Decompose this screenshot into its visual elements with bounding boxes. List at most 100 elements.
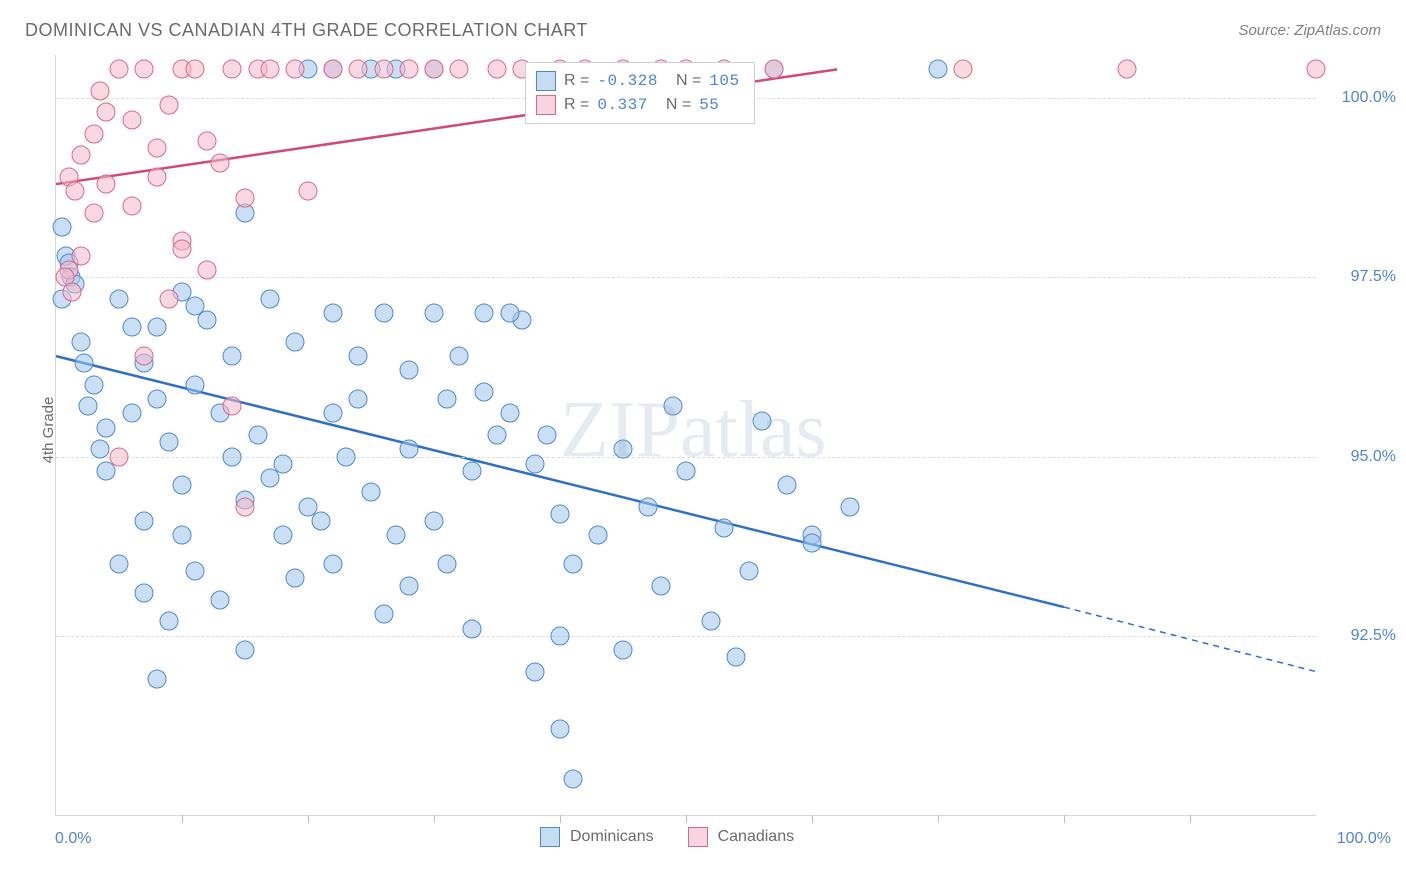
data-point (223, 447, 242, 466)
data-point (551, 504, 570, 523)
data-point (110, 447, 129, 466)
data-point (752, 411, 771, 430)
data-point (74, 354, 93, 373)
legend-swatch-dominicans (536, 71, 556, 91)
data-point (160, 612, 179, 631)
x-tick (686, 815, 687, 823)
data-point (450, 347, 469, 366)
gridline (56, 636, 1316, 637)
data-point (97, 175, 116, 194)
legend-N-value-canadians: 55 (699, 96, 719, 114)
data-point (929, 60, 948, 79)
data-point (198, 311, 217, 330)
data-point (324, 404, 343, 423)
data-point (677, 461, 696, 480)
legend-swatch-canadians (536, 95, 556, 115)
data-point (1307, 60, 1326, 79)
data-point (324, 304, 343, 323)
data-point (425, 304, 444, 323)
data-point (639, 497, 658, 516)
data-point (1118, 60, 1137, 79)
data-point (336, 447, 355, 466)
data-point (147, 318, 166, 337)
data-point (727, 648, 746, 667)
data-point (450, 60, 469, 79)
gridline (56, 277, 1316, 278)
trend-line-extrapolated (1064, 607, 1316, 672)
data-point (349, 60, 368, 79)
chart-title: DOMINICAN VS CANADIAN 4TH GRADE CORRELAT… (25, 20, 588, 41)
data-point (500, 404, 519, 423)
data-point (110, 289, 129, 308)
data-point (236, 497, 255, 516)
data-point (122, 110, 141, 129)
data-point (651, 576, 670, 595)
plot-area (55, 55, 1316, 816)
data-point (173, 476, 192, 495)
data-point (399, 361, 418, 380)
data-point (185, 562, 204, 581)
x-tick (812, 815, 813, 823)
data-point (110, 60, 129, 79)
trend-lines-layer (56, 55, 1316, 815)
data-point (425, 60, 444, 79)
series-legend: Dominicans Canadians (540, 827, 794, 847)
data-point (462, 461, 481, 480)
data-point (72, 246, 91, 265)
x-tick (938, 815, 939, 823)
data-point (210, 153, 229, 172)
data-point (777, 476, 796, 495)
data-point (286, 569, 305, 588)
data-point (84, 124, 103, 143)
source-attribution: Source: ZipAtlas.com (1238, 22, 1381, 39)
data-point (551, 626, 570, 645)
data-point (185, 296, 204, 315)
data-point (954, 60, 973, 79)
y-tick-label: 92.5% (1351, 627, 1396, 645)
x-tick (434, 815, 435, 823)
data-point (614, 641, 633, 660)
data-point (185, 60, 204, 79)
data-point (261, 60, 280, 79)
data-point (173, 239, 192, 258)
data-point (475, 382, 494, 401)
data-point (273, 526, 292, 545)
data-point (488, 60, 507, 79)
legend-label-canadians: Canadians (718, 828, 795, 846)
data-point (97, 103, 116, 122)
data-point (702, 612, 721, 631)
data-point (135, 347, 154, 366)
data-point (72, 146, 91, 165)
legend-N-value-dominicans: 105 (709, 72, 739, 90)
data-point (803, 533, 822, 552)
data-point (273, 454, 292, 473)
x-tick (182, 815, 183, 823)
legend-R-value-canadians: 0.337 (597, 96, 648, 114)
legend-N-label: N = (676, 72, 701, 90)
data-point (72, 332, 91, 351)
data-point (223, 397, 242, 416)
data-point (299, 497, 318, 516)
data-point (349, 390, 368, 409)
data-point (488, 426, 507, 445)
data-point (53, 218, 72, 237)
x-tick (1064, 815, 1065, 823)
data-point (147, 390, 166, 409)
data-point (147, 669, 166, 688)
x-tick (308, 815, 309, 823)
data-point (198, 132, 217, 151)
data-point (374, 304, 393, 323)
data-point (362, 483, 381, 502)
data-point (374, 60, 393, 79)
data-point (286, 332, 305, 351)
data-point (588, 526, 607, 545)
legend-R-label: R = (564, 96, 589, 114)
data-point (91, 440, 110, 459)
data-point (437, 555, 456, 574)
gridline (56, 457, 1316, 458)
data-point (63, 282, 82, 301)
data-point (122, 318, 141, 337)
data-point (525, 454, 544, 473)
data-point (185, 375, 204, 394)
data-point (538, 426, 557, 445)
